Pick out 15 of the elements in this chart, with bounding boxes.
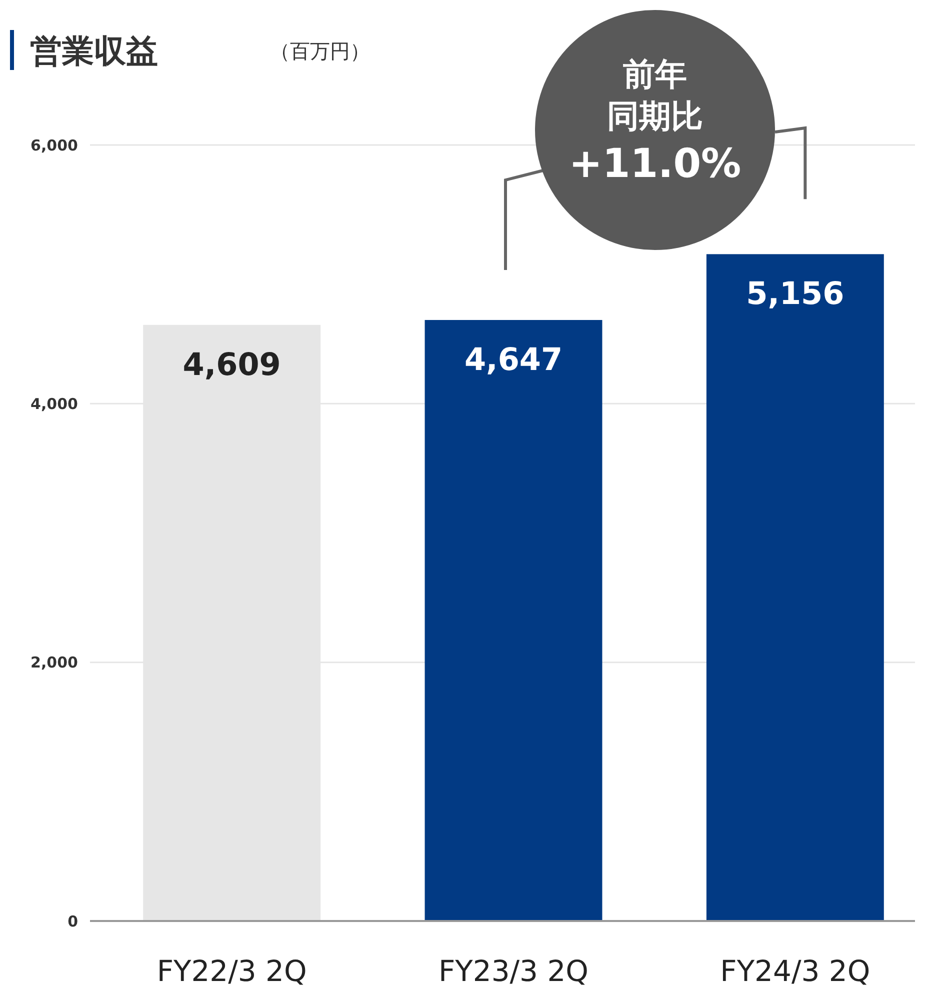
y-tick-label: 0: [68, 912, 78, 930]
y-tick-label: 2,000: [30, 654, 78, 672]
y-tick-label: 6,000: [30, 136, 78, 154]
y-tick-label: 4,000: [30, 394, 78, 413]
x-tick-label: FY23/3 2Q: [438, 954, 589, 987]
data-label: 4,609: [182, 346, 281, 383]
x-tick-label: FY24/3 2Q: [720, 954, 870, 987]
data-label: 5,156: [746, 276, 844, 312]
chart-subtitle: （百万円）: [270, 39, 370, 63]
annotation: 前年同期比+11.0%: [568, 55, 742, 187]
bar: [706, 254, 884, 921]
bar: [424, 320, 602, 921]
x-tick-label: FY22/3 2Q: [156, 954, 307, 987]
data-label: 4,647: [464, 342, 563, 378]
chart-title: 営業収益: [30, 32, 158, 70]
